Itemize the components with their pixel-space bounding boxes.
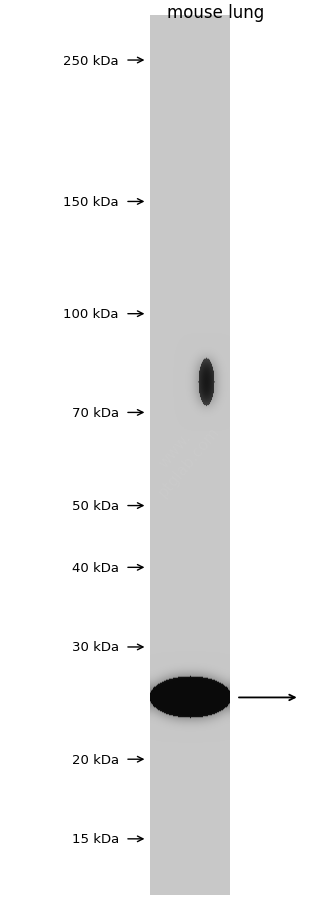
Text: 100 kDa: 100 kDa [63,308,119,321]
Text: 30 kDa: 30 kDa [72,640,119,654]
Text: 250 kDa: 250 kDa [63,54,119,68]
Text: 40 kDa: 40 kDa [72,561,119,575]
Text: www.
ptglab.com: www. ptglab.com [142,412,222,499]
Text: 150 kDa: 150 kDa [63,196,119,208]
Bar [150,16,230,895]
Text: 20 kDa: 20 kDa [72,753,119,766]
Text: 70 kDa: 70 kDa [72,407,119,419]
Text: 15 kDa: 15 kDa [71,833,119,845]
Text: mouse lung: mouse lung [167,4,264,22]
Text: 50 kDa: 50 kDa [72,500,119,512]
